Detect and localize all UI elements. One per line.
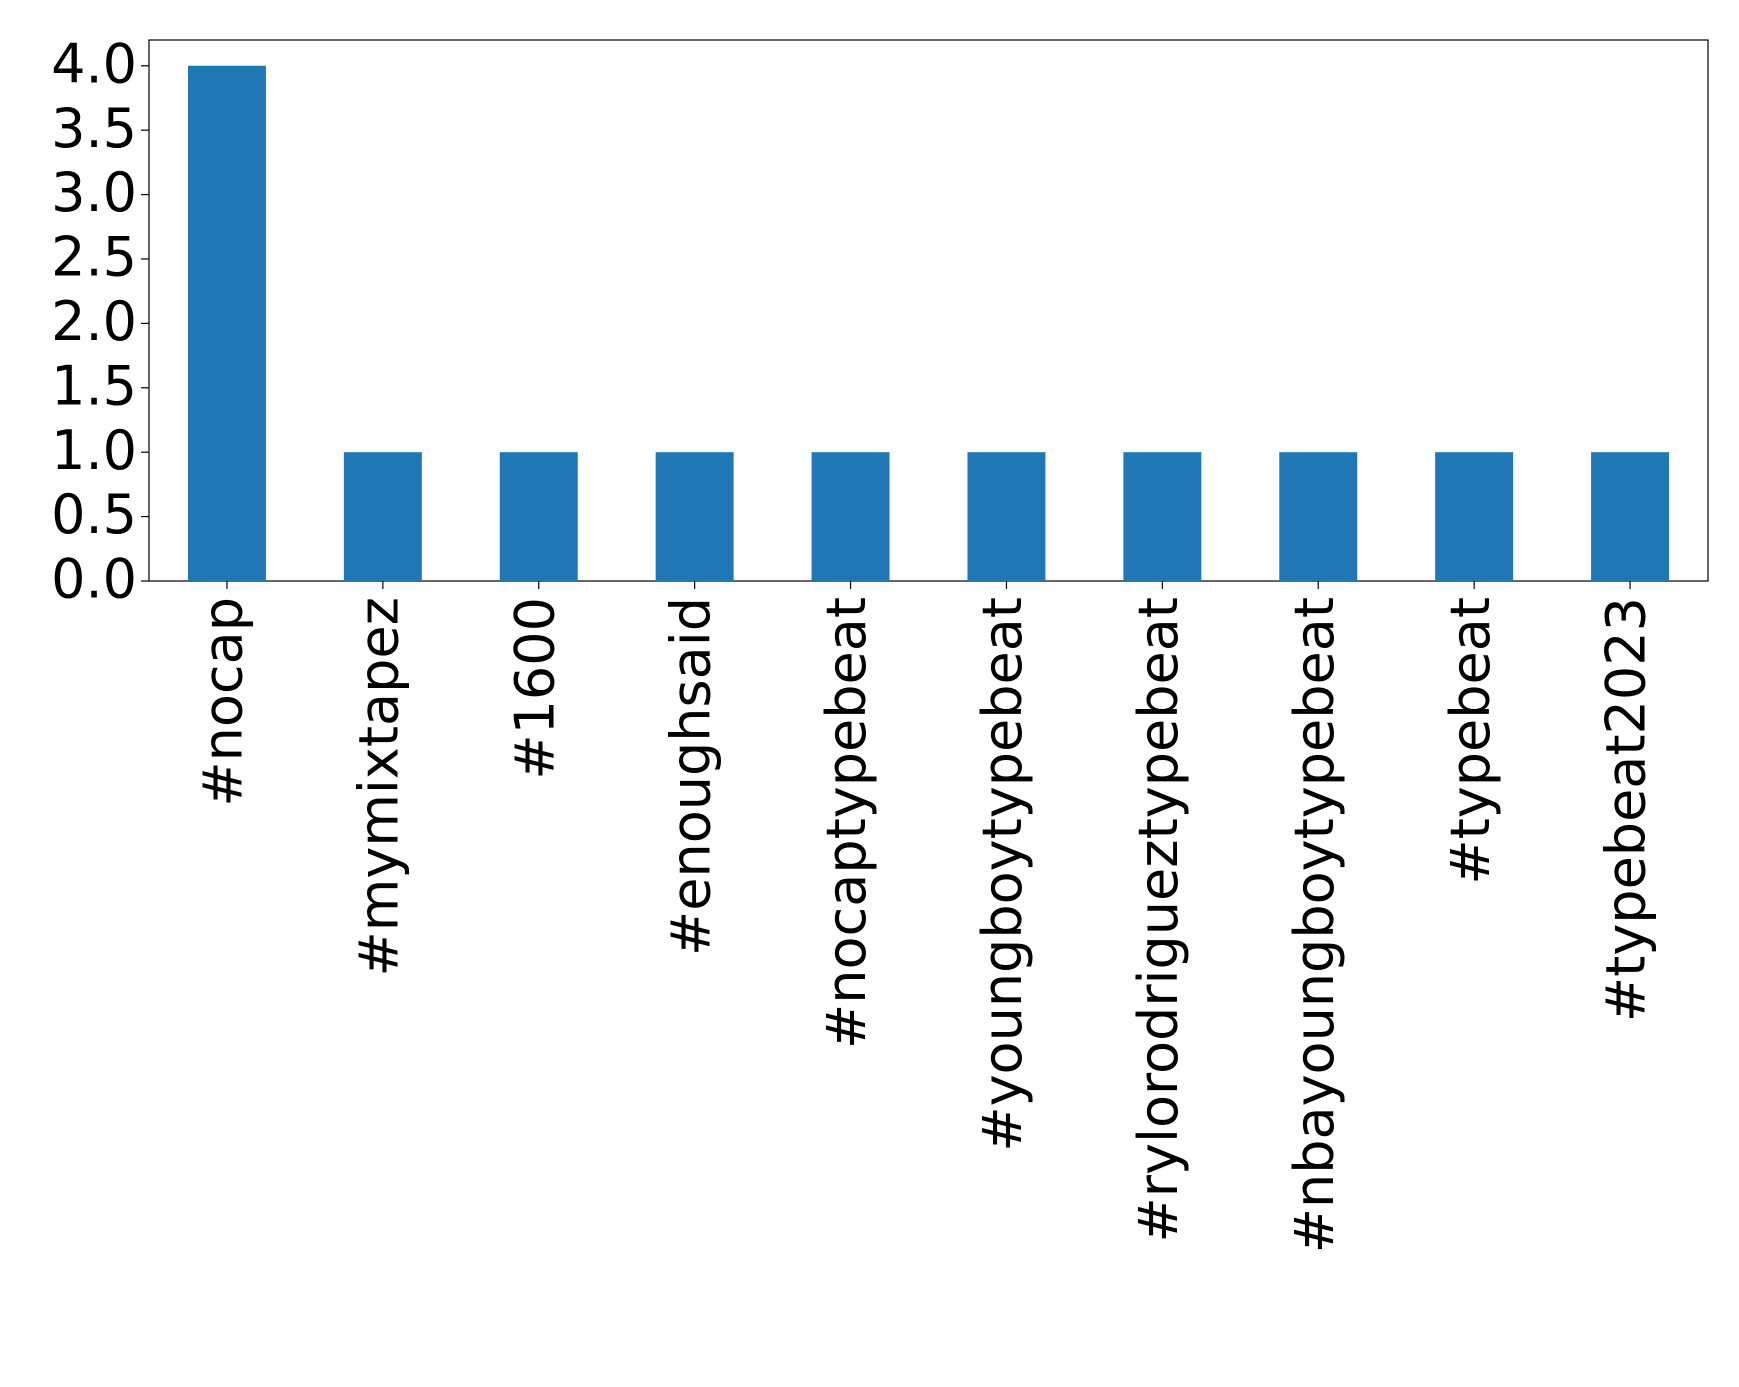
y-tick-label: 1.0 [51,419,137,482]
y-tick-label: 2.0 [51,290,137,353]
x-tick-label: #nocaptypebeat [815,597,878,1049]
x-tick-label: #nocap [192,597,255,807]
x-tick-label: #typebeat [1439,597,1502,885]
bar [655,452,734,581]
plot-frame [148,39,1709,582]
x-tick-label: #typebeat2023 [1595,597,1658,1022]
bar [1279,452,1358,581]
y-tick-label: 0.5 [51,483,137,546]
x-tick-label: #rylorodrigueztypebeat [1127,597,1190,1242]
bar [1591,452,1670,581]
bar [1123,452,1202,581]
bar [499,452,578,581]
y-tick-label: 2.5 [51,226,137,289]
bar [1435,452,1514,581]
bar [343,452,422,581]
y-tick-label: 4.0 [51,32,137,95]
x-tick-label: #enoughsaid [659,597,722,956]
bar [967,452,1046,581]
x-tick-label: #mymixtapez [347,597,410,976]
y-tick-label: 0.0 [51,548,137,611]
y-tick-label: 3.0 [51,161,137,224]
y-tick-label: 3.5 [51,97,137,160]
x-tick-label: #1600 [503,597,566,780]
x-tick-label: #youngboytypebeat [971,597,1034,1152]
y-tick-label: 1.5 [51,354,137,417]
bar [187,65,266,581]
x-tick-label: #nbayoungboytypebeat [1283,597,1346,1253]
bar [811,452,890,581]
